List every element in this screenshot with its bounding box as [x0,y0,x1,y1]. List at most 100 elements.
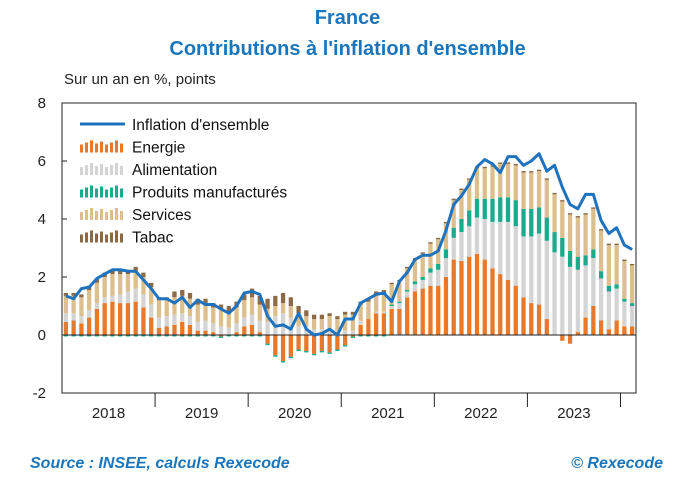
bar-segment [79,335,84,337]
bar-segment [133,301,138,335]
legend-swatch-bar [85,187,88,198]
bar-segment [622,326,627,335]
legend-swatch-bar [120,188,123,198]
legend-swatch-bar [90,140,93,153]
bar-segment [342,330,348,335]
bar-segment [544,178,549,180]
bar-segment [591,306,596,335]
bar-segment [141,272,146,277]
bar-segment [622,261,627,299]
bar-segment [505,163,511,198]
bar-segment [420,277,425,280]
bar-segment [350,335,356,337]
bar-segment [583,255,588,266]
legend-swatch-bar [115,185,118,198]
bar-segment [513,200,518,227]
bar-segment [280,335,286,362]
bar-segment [257,304,262,321]
bar-segment [180,313,185,322]
bar-segment [327,316,332,328]
bar-segment [195,304,200,322]
bar-segment [467,179,472,211]
bar-segment [335,349,340,351]
bar-segment [567,250,573,267]
bar-segment [614,284,619,289]
bar-segment [412,291,418,335]
bar-segment [71,320,76,335]
bar-segment [490,268,495,335]
bar-segment [622,301,627,327]
bar-segment [536,169,542,172]
bar-segment [311,329,317,335]
bar-segment [195,335,200,337]
bar-segment [164,335,169,337]
bar-segment [614,243,619,246]
bar-segment [552,232,557,253]
bar-segment [342,335,348,346]
bar-segment [118,335,123,337]
bar-segment [451,237,456,260]
bar-segment [521,297,526,335]
bar-segment [598,230,604,272]
bar-segment [428,268,433,273]
bar-segment [288,335,293,357]
legend-swatch-bar [110,165,113,175]
legend-swatch-bar [120,143,123,153]
bar-segment [536,171,542,208]
bar-segment [560,237,565,257]
unit-label: Sur un an en %, points [64,71,216,88]
bar-segment [389,284,394,305]
bar-segment [187,316,193,325]
legend-swatch-bar [80,212,83,220]
x-tick-label: 2023 [557,405,590,422]
bar-segment [141,307,146,335]
bar-segment [242,294,247,301]
bar-segment [529,303,534,335]
bar-segment [536,304,542,335]
bar-segment [389,304,394,306]
bar-segment [521,236,526,298]
bar-segment [156,335,162,337]
legend-swatch-bar [80,189,83,198]
bar-segment [257,320,262,333]
bar-segment [498,162,503,164]
bar-segment [180,335,185,337]
bar-segment [319,319,324,330]
legend-swatch-bar [85,142,88,153]
bar-segment [87,317,92,335]
legend-swatch-bar [90,185,93,198]
legend-swatch-bar [80,144,83,153]
bar-segment [149,282,154,288]
bar-segment [218,336,224,338]
bar-segment [203,330,208,335]
bar-segment [575,332,580,335]
bar-segment [482,168,487,199]
bar-segment [133,288,138,302]
bar-segment [598,320,604,335]
bar-segment [335,335,340,350]
bar-segment [505,162,511,164]
bar-segment [358,304,363,321]
bar-segment [552,194,557,233]
bar-segment [172,314,177,325]
bar-segment [296,335,301,350]
bar-segment [226,306,231,312]
bar-segment [521,208,526,237]
bar-segment [443,221,449,224]
bar-segment [63,292,69,296]
bar-segment [63,313,69,322]
bar-segment [505,197,511,222]
bar-segment [172,324,177,335]
bar-segment [513,226,518,286]
bar-segment [474,168,480,199]
legend-item: Services [80,207,192,224]
legend-swatch-bar [95,188,98,198]
bar-segment [629,303,635,306]
bar-segment [342,345,348,347]
bar-segment [575,269,580,333]
x-tick-label: 2022 [464,405,497,422]
bar-segment [397,281,402,302]
legend-swatch-bar [90,208,93,220]
bar-segment [513,165,518,201]
bar-segment [110,335,115,337]
